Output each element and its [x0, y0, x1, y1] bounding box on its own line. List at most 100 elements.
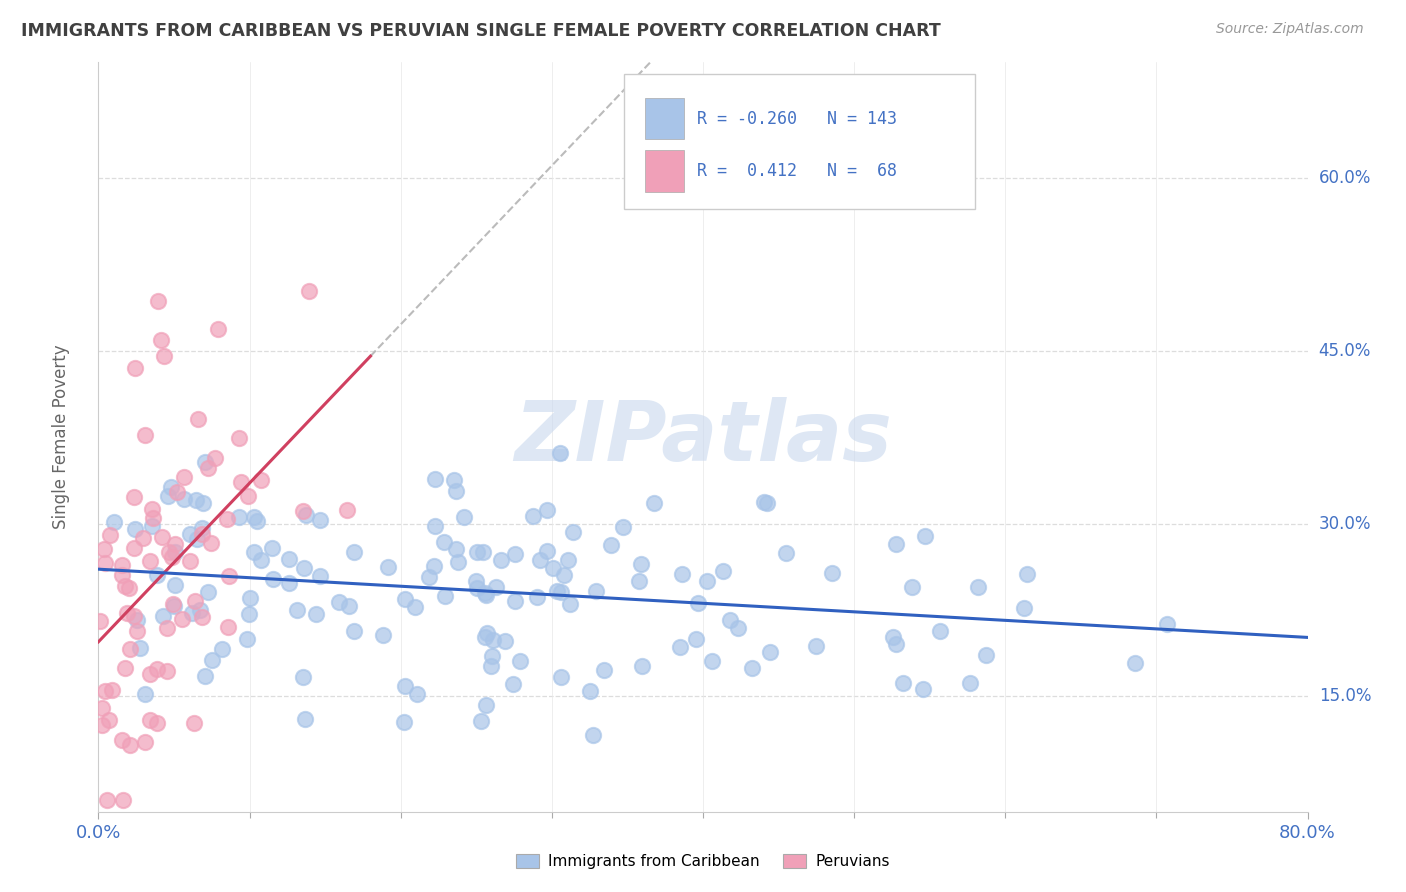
Point: [582, 728, 605, 742]
Point: [425, 519, 447, 533]
FancyBboxPatch shape: [645, 151, 683, 192]
Point: [188, 603, 211, 617]
Point: [727, 621, 749, 635]
Point: [129, 640, 152, 655]
Point: [217, 620, 239, 634]
Point: [553, 567, 575, 582]
Point: [536, 503, 558, 517]
Point: [142, 511, 165, 525]
Point: [562, 525, 585, 540]
Point: [550, 585, 572, 599]
Text: 60.0%: 60.0%: [1319, 169, 1371, 186]
Point: [94, 556, 117, 570]
Point: [423, 559, 446, 574]
Point: [93, 541, 115, 556]
Point: [305, 607, 328, 622]
Point: [884, 637, 907, 651]
Point: [152, 609, 174, 624]
Point: [231, 475, 253, 489]
Point: [98, 528, 121, 542]
Point: [246, 515, 269, 529]
Point: [526, 590, 548, 604]
Point: [124, 361, 146, 376]
Point: [503, 548, 526, 562]
Point: [285, 603, 308, 617]
Point: [122, 490, 145, 504]
Point: [529, 553, 551, 567]
Point: [394, 591, 416, 606]
Point: [433, 535, 456, 549]
Point: [96, 793, 118, 807]
Point: [901, 580, 924, 594]
Point: [470, 714, 492, 728]
Point: [472, 545, 495, 559]
FancyBboxPatch shape: [645, 98, 683, 139]
Point: [141, 519, 163, 533]
Point: [485, 580, 508, 594]
Point: [111, 558, 134, 573]
Point: [423, 472, 446, 486]
Point: [685, 632, 707, 646]
Text: 45.0%: 45.0%: [1319, 342, 1371, 359]
Point: [696, 574, 718, 589]
Point: [718, 613, 741, 627]
Point: [127, 614, 149, 628]
Point: [444, 542, 467, 557]
Point: [207, 322, 229, 336]
Point: [804, 639, 827, 653]
Point: [132, 532, 155, 546]
Point: [139, 667, 162, 681]
Point: [434, 589, 457, 603]
Point: [228, 431, 250, 445]
Point: [775, 545, 797, 559]
Point: [197, 584, 219, 599]
Point: [150, 530, 173, 544]
Point: [336, 503, 359, 517]
Point: [759, 645, 782, 659]
Text: IMMIGRANTS FROM CARIBBEAN VS PERUVIAN SINGLE FEMALE POVERTY CORRELATION CHART: IMMIGRANTS FROM CARIBBEAN VS PERUVIAN SI…: [21, 22, 941, 40]
Point: [752, 494, 775, 508]
Point: [882, 630, 904, 644]
Point: [114, 579, 136, 593]
Point: [479, 659, 502, 673]
Point: [631, 659, 654, 673]
Point: [139, 713, 162, 727]
Point: [186, 492, 208, 507]
Point: [173, 470, 195, 484]
Point: [186, 533, 208, 547]
FancyBboxPatch shape: [624, 74, 976, 209]
Point: [194, 454, 217, 468]
Point: [308, 513, 330, 527]
Point: [160, 549, 183, 564]
Point: [1014, 601, 1036, 615]
Point: [465, 545, 488, 559]
Point: [886, 537, 908, 551]
Point: [165, 577, 187, 591]
Point: [474, 586, 496, 600]
Point: [156, 664, 179, 678]
Point: [111, 567, 134, 582]
Point: [149, 334, 172, 348]
Point: [239, 591, 262, 605]
Point: [236, 489, 259, 503]
Point: [418, 570, 440, 584]
Point: [91, 718, 114, 732]
Point: [928, 624, 950, 639]
Point: [821, 566, 844, 580]
Point: [134, 687, 156, 701]
Point: [122, 541, 145, 555]
Point: [1017, 566, 1039, 581]
Point: [146, 715, 169, 730]
Point: [163, 545, 186, 559]
Point: [183, 716, 205, 731]
Point: [959, 676, 981, 690]
Point: [157, 545, 180, 559]
Point: [146, 662, 169, 676]
Point: [453, 510, 475, 524]
Point: [308, 569, 330, 583]
Point: [179, 527, 201, 541]
Point: [686, 597, 709, 611]
Point: [134, 735, 156, 749]
Point: [278, 576, 301, 591]
Point: [200, 536, 222, 550]
